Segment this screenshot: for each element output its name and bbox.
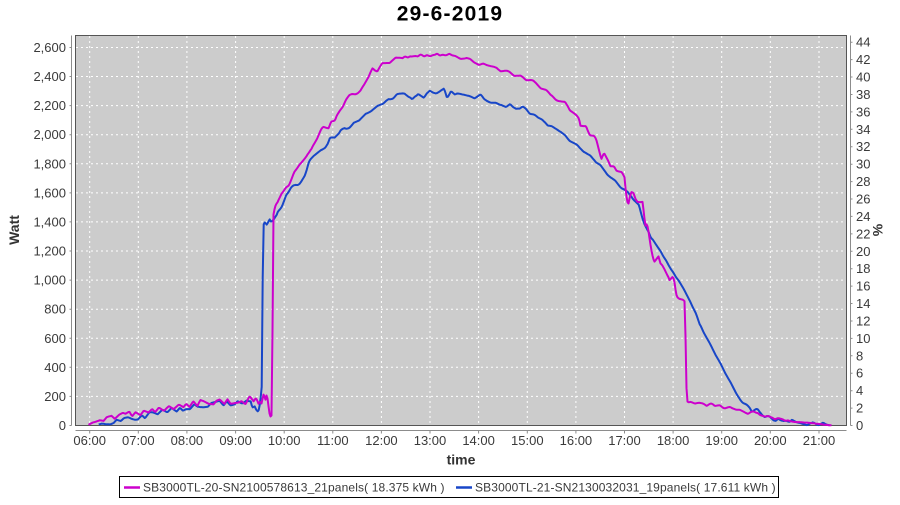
svg-text:8: 8 [856, 348, 863, 363]
svg-text:29-6-2019: 29-6-2019 [397, 3, 504, 26]
svg-text:2: 2 [856, 401, 863, 416]
svg-text:08:00: 08:00 [171, 433, 204, 448]
svg-text:14:00: 14:00 [462, 433, 495, 448]
svg-text:Watt: Watt [6, 215, 22, 245]
svg-text:06:00: 06:00 [73, 433, 106, 448]
svg-text:SB3000TL-20-SN2100578613_21pan: SB3000TL-20-SN2100578613_21panels( 18.37… [143, 481, 445, 495]
svg-text:0: 0 [59, 418, 66, 433]
svg-text:12:00: 12:00 [365, 433, 398, 448]
svg-text:12: 12 [856, 314, 870, 329]
svg-text:19:00: 19:00 [705, 433, 738, 448]
svg-text:38: 38 [856, 87, 870, 102]
svg-text:1,200: 1,200 [33, 244, 66, 259]
svg-text:21:00: 21:00 [803, 433, 836, 448]
svg-text:28: 28 [856, 174, 870, 189]
svg-text:1,600: 1,600 [33, 185, 66, 200]
svg-text:36: 36 [856, 104, 870, 119]
svg-text:13:00: 13:00 [414, 433, 447, 448]
svg-text:18: 18 [856, 261, 870, 276]
svg-text:15:00: 15:00 [511, 433, 544, 448]
svg-text:18:00: 18:00 [657, 433, 690, 448]
svg-text:time: time [447, 452, 476, 468]
svg-text:600: 600 [44, 331, 66, 346]
svg-text:%: % [870, 223, 886, 236]
svg-text:800: 800 [44, 302, 66, 317]
svg-text:26: 26 [856, 192, 870, 207]
svg-text:6: 6 [856, 366, 863, 381]
svg-text:2,400: 2,400 [33, 69, 66, 84]
svg-text:17:00: 17:00 [608, 433, 641, 448]
svg-text:09:00: 09:00 [219, 433, 252, 448]
svg-text:1,000: 1,000 [33, 273, 66, 288]
svg-text:2,200: 2,200 [33, 98, 66, 113]
svg-text:2,600: 2,600 [33, 40, 66, 55]
svg-text:34: 34 [856, 122, 870, 137]
svg-text:44: 44 [856, 35, 870, 50]
svg-text:20: 20 [856, 244, 870, 259]
svg-text:24: 24 [856, 209, 870, 224]
svg-text:4: 4 [856, 383, 863, 398]
svg-text:30: 30 [856, 157, 870, 172]
svg-text:16: 16 [856, 279, 870, 294]
svg-text:40: 40 [856, 70, 870, 85]
svg-text:11:00: 11:00 [317, 433, 349, 448]
svg-text:200: 200 [44, 389, 66, 404]
svg-text:32: 32 [856, 139, 870, 154]
svg-text:42: 42 [856, 52, 870, 67]
svg-text:16:00: 16:00 [560, 433, 593, 448]
svg-text:2,000: 2,000 [33, 127, 66, 142]
svg-text:07:00: 07:00 [122, 433, 155, 448]
svg-text:14: 14 [856, 296, 870, 311]
svg-text:SB3000TL-21-SN2130032031_19pan: SB3000TL-21-SN2130032031_19panels( 17.61… [475, 481, 776, 495]
svg-text:0: 0 [856, 418, 863, 433]
svg-text:22: 22 [856, 226, 870, 241]
svg-text:1,800: 1,800 [33, 156, 66, 171]
svg-text:1,400: 1,400 [33, 214, 66, 229]
svg-text:400: 400 [44, 360, 66, 375]
svg-text:10: 10 [856, 331, 870, 346]
svg-text:20:00: 20:00 [754, 433, 787, 448]
svg-text:10:00: 10:00 [268, 433, 301, 448]
